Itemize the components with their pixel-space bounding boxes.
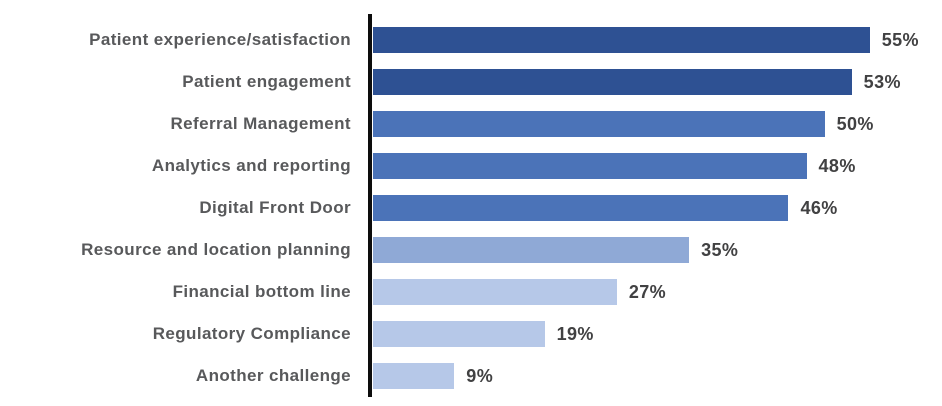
category-label: Another challenge: [195, 366, 351, 385]
category-label: Patient engagement: [182, 72, 351, 91]
bar: [373, 279, 617, 305]
bar: [373, 237, 690, 263]
bar-track: 46%: [373, 195, 942, 221]
category-label: Analytics and reporting: [151, 156, 351, 175]
bar-row: Analytics and reporting 48%: [0, 153, 942, 179]
value-label: 50%: [836, 113, 874, 134]
bar-track: 27%: [373, 279, 942, 305]
bar-track: 50%: [373, 111, 942, 137]
y-axis-line: [368, 14, 372, 397]
value-label: 53%: [863, 71, 901, 92]
bar-row: Resource and location planning 35%: [0, 237, 942, 263]
bar-rows: Patient experience/satisfaction 55% Pati…: [0, 27, 942, 389]
bar-track: 35%: [373, 237, 942, 263]
category-label: Patient experience/satisfaction: [89, 30, 351, 49]
category-label: Resource and location planning: [81, 240, 351, 259]
bar: [373, 153, 807, 179]
category-label: Digital Front Door: [199, 198, 351, 217]
bar-row: Patient experience/satisfaction 55%: [0, 27, 942, 53]
bar-track: 48%: [373, 153, 942, 179]
bar: [373, 363, 455, 389]
bar-row: Another challenge 9%: [0, 363, 942, 389]
value-label: 46%: [800, 197, 838, 218]
value-label: 27%: [628, 281, 667, 302]
bar: [373, 69, 852, 95]
bar: [373, 321, 545, 347]
bar: [373, 195, 789, 221]
bar-row: Regulatory Compliance 19%: [0, 321, 942, 347]
bar-track: 53%: [373, 69, 942, 95]
bar-row: Referral Management 50%: [0, 111, 942, 137]
value-label: 9%: [466, 365, 494, 386]
bar-row: Digital Front Door 46%: [0, 195, 942, 221]
value-label: 48%: [818, 155, 856, 176]
bar: [373, 111, 825, 137]
category-label: Regulatory Compliance: [152, 324, 351, 343]
bar-track: 19%: [373, 321, 942, 347]
value-label: 35%: [701, 239, 739, 260]
value-label: 55%: [881, 29, 919, 50]
bar: [373, 27, 870, 53]
value-label: 19%: [556, 323, 594, 344]
bar-track: 55%: [373, 27, 942, 53]
bar-track: 9%: [373, 363, 942, 389]
category-label: Referral Management: [170, 114, 351, 133]
category-label: Financial bottom line: [172, 282, 351, 301]
bar-row: Patient engagement 53%: [0, 69, 942, 95]
bar-row: Financial bottom line 27%: [0, 279, 942, 305]
